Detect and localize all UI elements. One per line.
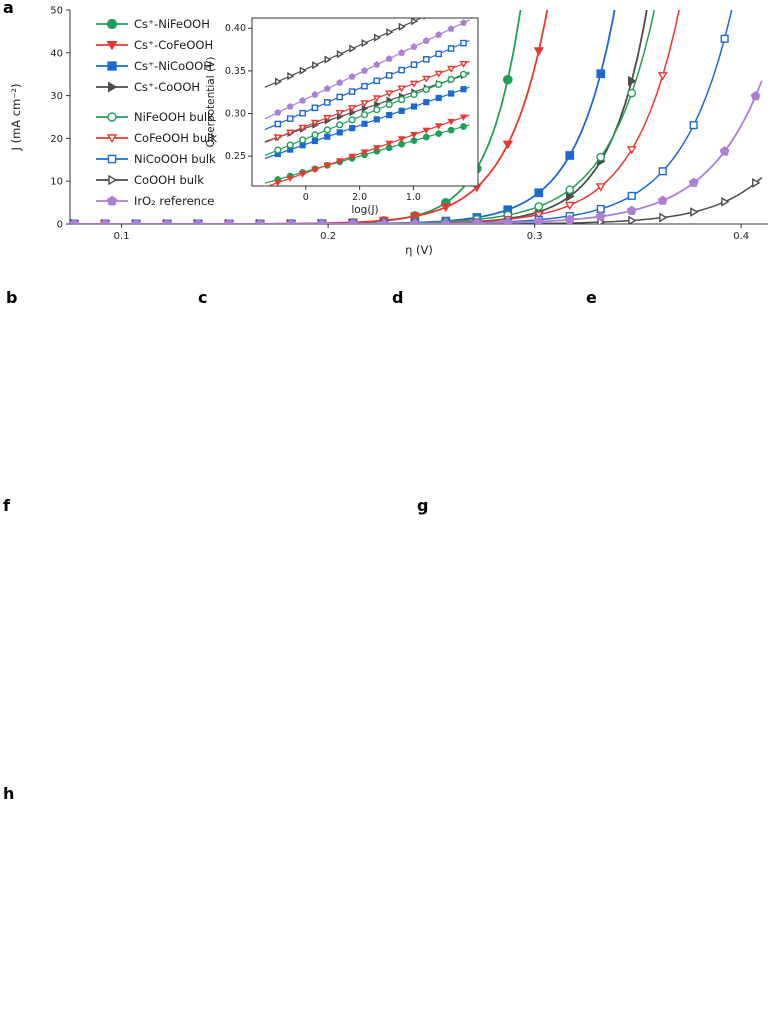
svg-text:2.0: 2.0	[352, 192, 367, 203]
svg-text:10: 10	[50, 177, 63, 188]
svg-text:0.2: 0.2	[320, 231, 336, 242]
panel-f-polarization-chart	[0, 495, 400, 785]
svg-text:0: 0	[57, 220, 63, 231]
svg-text:0.40: 0.40	[225, 23, 246, 34]
svg-text:0.1: 0.1	[114, 231, 130, 242]
svg-text:η (V): η (V)	[405, 243, 433, 257]
svg-text:20: 20	[50, 134, 63, 145]
svg-text:0.35: 0.35	[225, 66, 246, 77]
svg-text:Cs⁺-NiCoOOH: Cs⁺-NiCoOOH	[134, 59, 212, 73]
svg-text:40: 40	[50, 48, 63, 59]
panel-label-b: b	[6, 288, 18, 307]
svg-text:0.25: 0.25	[225, 151, 246, 162]
svg-text:50: 50	[50, 6, 63, 17]
svg-text:CoFeOOH bulk: CoFeOOH bulk	[134, 131, 217, 145]
svg-text:Overpotential (V): Overpotential (V)	[205, 57, 217, 148]
svg-text:CoOOH bulk: CoOOH bulk	[134, 173, 204, 187]
panel-c-current-bars	[194, 288, 389, 488]
svg-text:Cs⁺-CoFeOOH: Cs⁺-CoFeOOH	[134, 38, 213, 52]
svg-text:Cs⁺-NiFeOOH: Cs⁺-NiFeOOH	[134, 17, 210, 31]
svg-text:IrO₂ reference: IrO₂ reference	[134, 194, 214, 208]
panel-label-f: f	[3, 496, 10, 515]
svg-text:30: 30	[50, 91, 63, 102]
panel-label-e: e	[586, 288, 597, 307]
svg-text:0.3: 0.3	[527, 231, 543, 242]
svg-text:Cs⁺-CoOOH: Cs⁺-CoOOH	[134, 80, 200, 94]
panel-b-overpotential-bars	[0, 288, 195, 488]
panel-e-tafel-bars	[583, 288, 778, 488]
svg-text:log(J): log(J)	[351, 204, 378, 216]
svg-text:0.30: 0.30	[225, 109, 246, 120]
svg-text:0: 0	[303, 192, 309, 203]
panel-label-g: g	[417, 496, 429, 515]
panel-label-h: h	[3, 784, 15, 803]
svg-text:J (mA cm⁻²): J (mA cm⁻²)	[9, 84, 23, 152]
panel-label-d: d	[392, 288, 404, 307]
panel-label-c: c	[198, 288, 208, 307]
panel-d-specific-current-bars	[389, 288, 584, 488]
panel-label-a: a	[3, 0, 14, 17]
svg-text:NiFeOOH bulk: NiFeOOH bulk	[134, 110, 214, 124]
svg-text:NiCoOOH bulk: NiCoOOH bulk	[134, 152, 216, 166]
panel-h-stability-chart	[0, 788, 778, 1018]
svg-text:1.0: 1.0	[406, 192, 421, 203]
svg-text:0.4: 0.4	[733, 231, 749, 242]
panel-g-benchmark-bars	[400, 495, 778, 785]
